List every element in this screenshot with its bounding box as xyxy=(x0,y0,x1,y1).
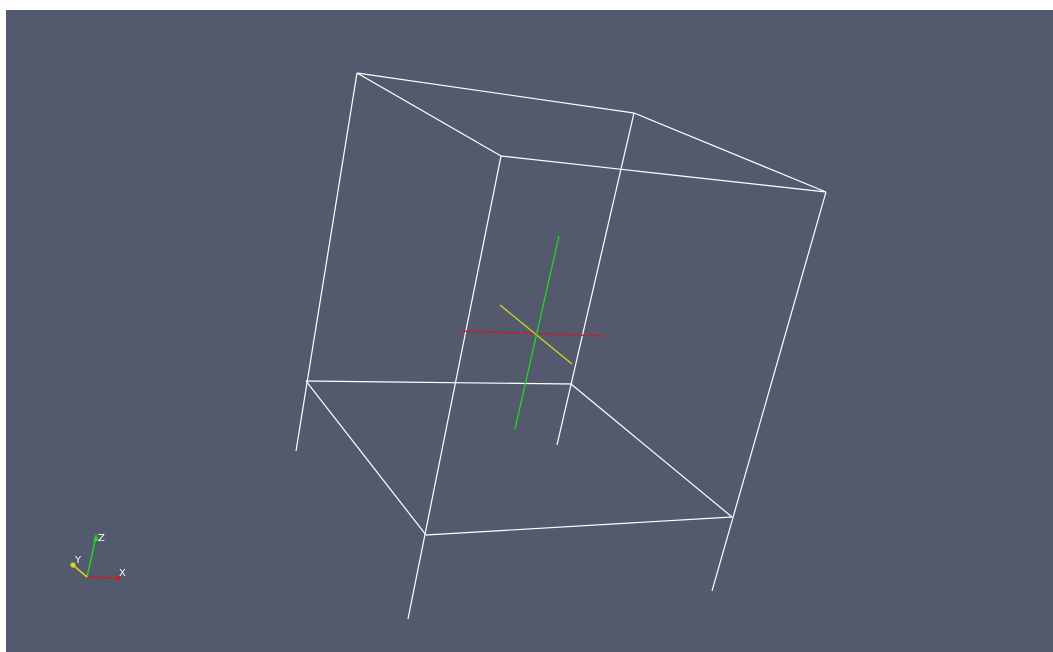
outline-edge xyxy=(407,155,502,620)
outline-edge xyxy=(633,112,827,193)
outline-edge xyxy=(295,72,358,452)
orientation-y-label: Y xyxy=(74,555,82,566)
orientation-axes-widget: X Y Z xyxy=(70,533,126,581)
outline-edge xyxy=(425,516,733,536)
outline-edge xyxy=(500,155,827,193)
orientation-z-label: Z xyxy=(98,533,105,544)
orientation-x-axis xyxy=(86,576,119,579)
center-z-axis-line xyxy=(514,235,560,430)
outline-edge xyxy=(556,112,635,446)
outline-edge xyxy=(356,72,635,114)
orientation-y-axis xyxy=(72,564,88,578)
orientation-x-tip xyxy=(115,575,121,581)
orientation-z-axis xyxy=(86,536,97,578)
orientation-x-label: X xyxy=(119,568,126,579)
bounding-box-outline xyxy=(295,72,827,620)
orientation-z-tip xyxy=(93,534,99,541)
outline-edge xyxy=(711,191,827,592)
outline-edge xyxy=(305,380,427,536)
render-viewport[interactable]: X Y Z xyxy=(6,10,1053,652)
scene-canvas[interactable]: X Y Z xyxy=(6,10,1053,652)
outline-edge xyxy=(356,72,502,157)
orientation-y-tip xyxy=(70,562,76,568)
center-x-axis-line xyxy=(458,330,607,337)
outline-edge xyxy=(570,383,733,518)
outline-edge xyxy=(305,380,572,385)
center-axes-cross xyxy=(458,235,607,430)
